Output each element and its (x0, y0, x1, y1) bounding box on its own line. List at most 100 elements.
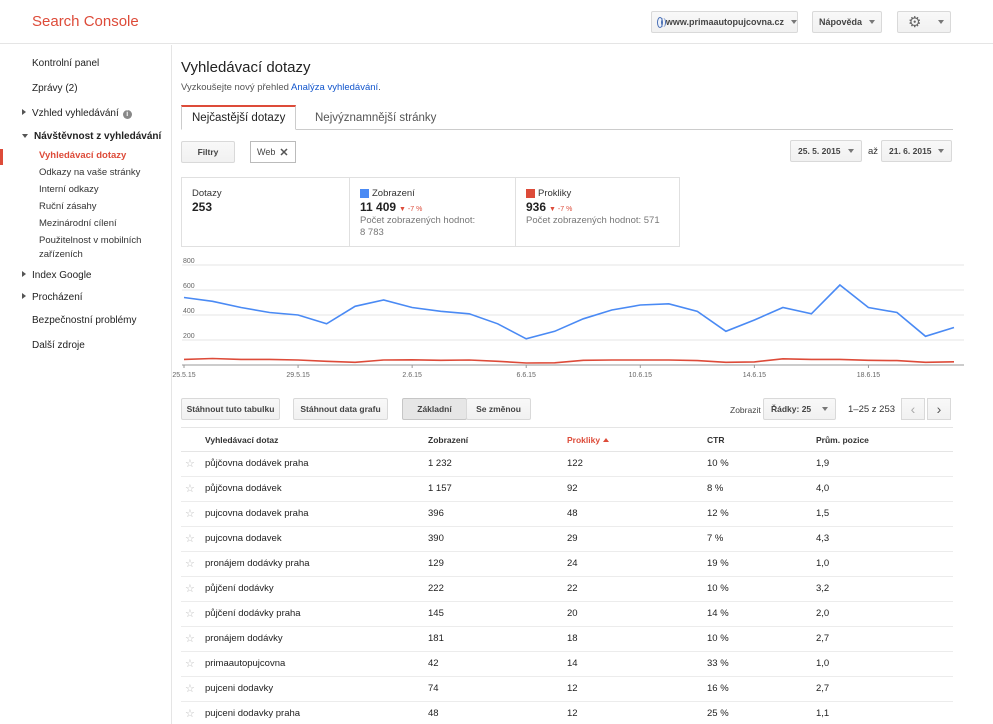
date-to-select[interactable]: 21. 6. 2015 (881, 140, 952, 162)
data-point[interactable] (611, 309, 613, 311)
table-row[interactable]: ☆ pujceni dodavky praha 48 12 25 % 1,1 (181, 702, 953, 724)
app-logo[interactable]: Search Console (32, 13, 139, 30)
cell-query[interactable]: půjčení dodávky (205, 583, 274, 594)
star-icon[interactable]: ☆ (185, 533, 195, 545)
cell-query[interactable]: pujceni dodavky (205, 683, 274, 694)
cell-query[interactable]: primaautopujcovna (205, 658, 286, 669)
summary-impressions[interactable]: Zobrazení 11 409 ▼ -7 % Počet zobrazených… (349, 178, 515, 246)
table-row[interactable]: ☆ pujceni dodavky 74 12 16 % 2,7 (181, 677, 953, 702)
data-point[interactable] (668, 303, 670, 305)
data-point[interactable] (183, 358, 185, 360)
filter-chip-web[interactable]: Web ✕ (250, 141, 296, 163)
sidebar-item-dashboard[interactable]: Kontrolní panel (32, 58, 100, 69)
data-point[interactable] (183, 296, 185, 298)
cell-query[interactable]: půjčovna dodávek (205, 483, 282, 494)
data-point[interactable] (497, 323, 499, 325)
data-point[interactable] (582, 318, 584, 320)
rows-select[interactable]: Řádky: 25 (763, 398, 836, 420)
table-row[interactable]: ☆ pujcovna dodavek praha 396 48 12 % 1,5 (181, 502, 953, 527)
data-point[interactable] (839, 358, 841, 360)
data-point[interactable] (668, 359, 670, 361)
tab-top-pages[interactable]: Nejvýznamnější stránky (315, 111, 437, 124)
data-point[interactable] (411, 359, 413, 361)
data-point[interactable] (497, 360, 499, 362)
data-point[interactable] (354, 361, 356, 363)
cell-query[interactable]: pujceni dodavky praha (205, 708, 301, 719)
star-icon[interactable]: ☆ (185, 558, 195, 570)
star-icon[interactable]: ☆ (185, 608, 195, 620)
data-point[interactable] (240, 306, 242, 308)
data-point[interactable] (297, 314, 299, 316)
data-point[interactable] (753, 361, 755, 363)
data-point[interactable] (468, 313, 470, 315)
summary-clicks[interactable]: Prokliky 936 ▼ -7 % Počet zobrazených hod… (515, 178, 681, 246)
sidebar-subitem-international-targeting[interactable]: Mezinárodní cílení (39, 218, 117, 229)
sidebar-item-security-issues[interactable]: Bezpečnostní problémy (32, 315, 137, 326)
data-point[interactable] (325, 360, 327, 362)
cell-query[interactable]: pronájem dodávky (205, 633, 283, 644)
data-point[interactable] (810, 313, 812, 315)
data-point[interactable] (611, 359, 613, 361)
info-icon[interactable]: i (122, 110, 132, 119)
data-point[interactable] (582, 359, 584, 361)
sidebar-subitem-links-to-site[interactable]: Odkazy na vaše stránky (39, 167, 141, 178)
data-point[interactable] (382, 299, 384, 301)
table-row[interactable]: ☆ půjčení dodávky praha 145 20 14 % 2,0 (181, 602, 953, 627)
sidebar-item-search-traffic[interactable]: Návštěvnost z vyhledávání (22, 131, 161, 142)
data-point[interactable] (725, 330, 727, 332)
data-point[interactable] (696, 310, 698, 312)
cell-query[interactable]: pujcovna dodavek (205, 533, 282, 544)
download-table-button[interactable]: Stáhnout tuto tabulku (181, 398, 280, 420)
close-icon[interactable]: ✕ (279, 146, 289, 159)
cell-query[interactable]: pujcovna dodavek praha (205, 508, 309, 519)
data-point[interactable] (810, 358, 812, 360)
basic-view-button[interactable]: Základní (402, 398, 467, 420)
table-row[interactable]: ☆ pronájem dodávky praha 129 24 19 % 1,0 (181, 552, 953, 577)
data-point[interactable] (211, 300, 213, 302)
settings-button[interactable]: ⚙ (897, 11, 951, 33)
prev-page-button[interactable]: ‹ (901, 398, 925, 420)
data-point[interactable] (782, 358, 784, 360)
with-change-view-button[interactable]: Se změnou (466, 398, 531, 420)
data-point[interactable] (211, 357, 213, 359)
sidebar-subitem-manual-actions[interactable]: Ruční zásahy (39, 201, 97, 212)
data-point[interactable] (297, 359, 299, 361)
sidebar-subitem-mobile-usability[interactable]: Použitelnost v mobilních (39, 235, 142, 246)
data-point[interactable] (554, 362, 556, 364)
data-point[interactable] (839, 284, 841, 286)
data-point[interactable] (924, 335, 926, 337)
data-point[interactable] (268, 358, 270, 360)
site-selector[interactable]: www.primaautopujcovna.cz (651, 11, 798, 33)
data-point[interactable] (268, 311, 270, 313)
col-avg-position[interactable]: Prům. pozice (816, 435, 869, 445)
data-point[interactable] (525, 362, 527, 364)
sidebar-item-other-resources[interactable]: Další zdroje (32, 340, 85, 351)
table-row[interactable]: ☆ půjčovna dodávek praha 1 232 122 10 % 1,9 (181, 452, 953, 477)
col-ctr[interactable]: CTR (707, 435, 725, 445)
cell-query[interactable]: pronájem dodávky praha (205, 558, 310, 569)
table-row[interactable]: ☆ půjčení dodávky 222 22 10 % 3,2 (181, 577, 953, 602)
star-icon[interactable]: ☆ (185, 458, 195, 470)
data-point[interactable] (867, 306, 869, 308)
cell-query[interactable]: půjčovna dodávek praha (205, 458, 309, 469)
data-point[interactable] (782, 306, 784, 308)
queries-chart[interactable]: 800 600 400 200 25.5.15 29.5.15 2.6.15 6.6.15 10… (172, 257, 993, 382)
star-icon[interactable]: ☆ (185, 483, 195, 495)
col-clicks[interactable]: Prokliky (567, 428, 610, 452)
data-point[interactable] (867, 359, 869, 361)
sidebar-item-crawl[interactable]: Procházení (22, 292, 83, 303)
star-icon[interactable]: ☆ (185, 583, 195, 595)
tab-top-queries[interactable]: Nejčastější dotazy (181, 105, 297, 130)
star-icon[interactable]: ☆ (185, 708, 195, 720)
search-analytics-link[interactable]: Analýza vyhledávání (291, 82, 379, 93)
data-point[interactable] (554, 330, 556, 332)
data-point[interactable] (696, 359, 698, 361)
col-query[interactable]: Vyhledávací dotaz (205, 435, 279, 445)
data-point[interactable] (896, 359, 898, 361)
data-point[interactable] (439, 359, 441, 361)
data-point[interactable] (525, 338, 527, 340)
filters-button[interactable]: Filtry (181, 141, 235, 163)
col-impressions[interactable]: Zobrazení (428, 435, 469, 445)
sidebar-subitem-internal-links[interactable]: Interní odkazy (39, 184, 99, 195)
data-point[interactable] (411, 306, 413, 308)
